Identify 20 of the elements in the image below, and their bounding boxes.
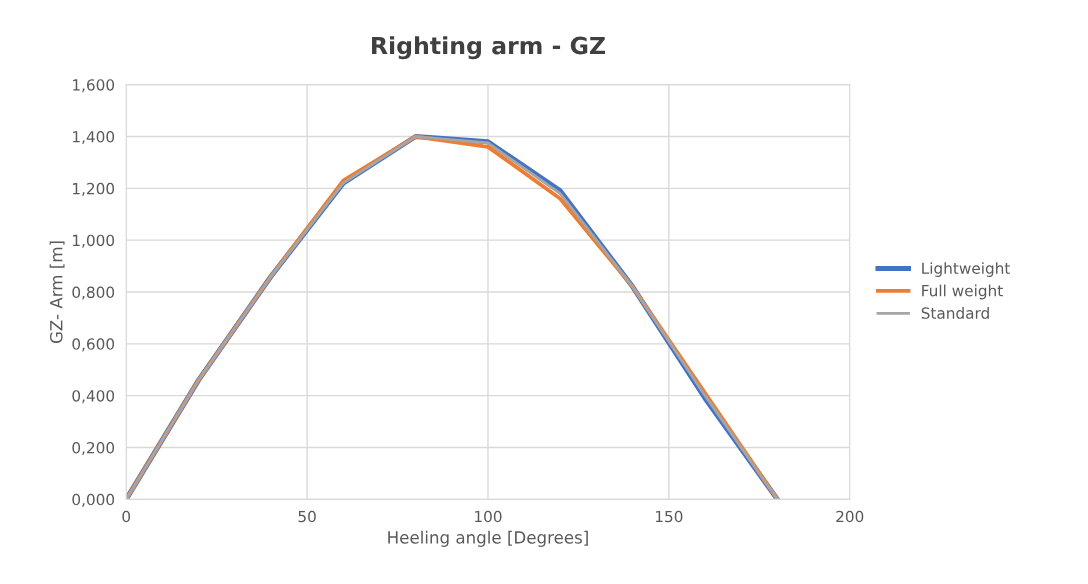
x-tick-label: 0 xyxy=(122,510,131,523)
y-tick-label: 0,000 xyxy=(72,493,115,507)
y-tick-label: 1,400 xyxy=(73,130,115,145)
legend-label: Lightweight xyxy=(922,262,1010,277)
y-tick-label: 1,200 xyxy=(73,182,115,196)
chart-title: Righting arm - GZ xyxy=(372,36,606,60)
y-tick-label: 0,400 xyxy=(72,390,115,404)
x-axis-title: Heeling angle [Degrees] xyxy=(388,530,588,547)
y-axis-title: GZ- Arm [m] xyxy=(49,241,65,344)
y-tick-label: 0,600 xyxy=(72,338,115,352)
x-tick-label: 100 xyxy=(475,510,502,523)
y-tick-label: 1,000 xyxy=(73,234,115,248)
x-tick-label: 50 xyxy=(298,510,316,523)
x-tick-label: 150 xyxy=(655,510,683,523)
x-tick-label: 200 xyxy=(836,510,864,523)
y-tick-label: 1,600 xyxy=(73,79,115,93)
legend-label: Full weight xyxy=(922,284,1003,300)
y-tick-label: 0,200 xyxy=(72,441,115,456)
legend-label: Standard xyxy=(921,307,989,319)
y-tick-label: 0,800 xyxy=(72,286,115,300)
